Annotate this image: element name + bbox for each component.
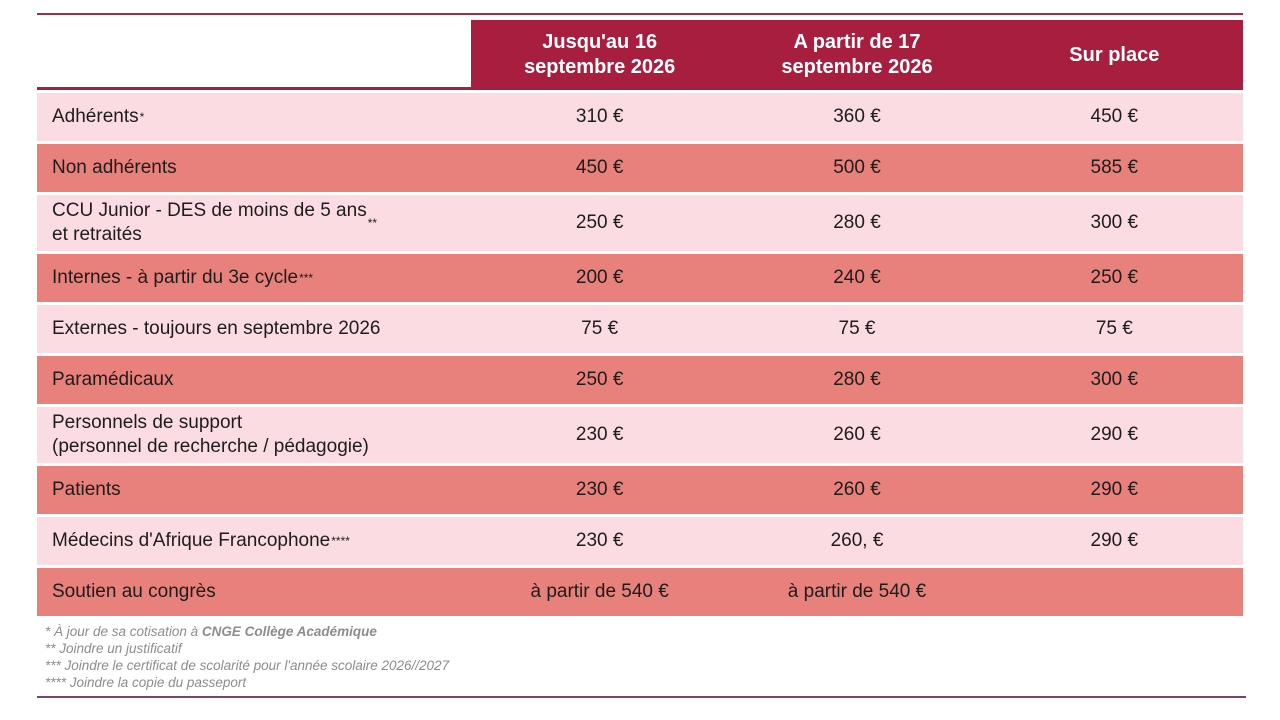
column-header-onsite: Sur place — [1069, 43, 1160, 66]
footnote-text: **** Joindre la copie du passeport — [45, 675, 247, 690]
row-label-text: Externes - toujours en septembre 2026 — [52, 317, 381, 339]
header-empty-cell — [37, 20, 471, 90]
row-label-text: Paramédicaux — [52, 368, 174, 390]
price-cell: 230 € — [575, 478, 624, 500]
table-row: Patients 230 € 260 € 290 € — [37, 465, 1243, 514]
table-row: Paramédicaux 250 € 280 € 300 € — [37, 355, 1243, 404]
price-cell: 260 € — [833, 478, 881, 500]
footnote-line: **** Joindre la copie du passeport — [45, 674, 449, 691]
pricing-table: Jusqu'au 16 septembre 2026 A partir de 1… — [37, 20, 1243, 619]
row-label-text: Personnels de support (personnel de rech… — [52, 411, 369, 457]
price-cell: 250 € — [575, 368, 624, 390]
table-row: Adhérents * 310 € 360 € 450 € — [37, 93, 1243, 141]
row-label-text: Adhérents — [52, 106, 139, 128]
footnote-text: *** Joindre le certificat de scolarité p… — [45, 658, 450, 673]
table-row: CCU Junior - DES de moins de 5 ans et re… — [37, 195, 1243, 251]
row-label: Adhérents * — [52, 106, 145, 128]
price-cell: 280 € — [833, 211, 881, 233]
price-cell — [986, 568, 1243, 616]
row-label-text: Médecins d'Afrique Francophone — [52, 529, 331, 551]
row-label: Non adhérents — [37, 144, 471, 192]
footnote-line: ** Joindre un justificatif — [45, 640, 449, 657]
price-cell: 260 € — [833, 423, 881, 445]
price-cell: 75 € — [1095, 317, 1133, 339]
footnote-line: *** Joindre le certificat de scolarité p… — [45, 657, 449, 674]
row-label-text: Soutien au congrès — [52, 580, 216, 602]
header-columns: Jusqu'au 16 septembre 2026 A partir de 1… — [471, 20, 1243, 90]
table-header-row: Jusqu'au 16 septembre 2026 A partir de 1… — [37, 20, 1243, 90]
row-label: CCU Junior - DES de moins de 5 ans et re… — [52, 200, 378, 245]
row-label-text: Non adhérents — [52, 157, 177, 179]
price-cell: 450 € — [1090, 106, 1139, 127]
table-row: Internes - à partir du 3e cycle *** 200 €… — [37, 253, 1243, 302]
row-label-text: Patients — [52, 478, 121, 500]
footnote-text: ** Joindre un justificatif — [45, 641, 182, 656]
table-row: Personnels de support (personnel de rech… — [37, 406, 1243, 463]
footnote-text: * À jour de sa cotisation à — [45, 624, 202, 639]
price-cell: 250 € — [1090, 266, 1139, 288]
price-cell: 280 € — [833, 368, 881, 390]
price-cell: 230 € — [575, 529, 624, 551]
price-cell: 230 € — [575, 423, 624, 445]
price-cell: 500 € — [833, 157, 881, 178]
row-label: Patients — [37, 466, 471, 514]
footnote-bold-text: CNGE Collège Académique — [201, 624, 377, 639]
price-cell: 75 € — [838, 317, 876, 339]
price-cell: 310 € — [575, 106, 624, 127]
price-cell: 585 € — [1090, 157, 1139, 178]
price-cell: 300 € — [1090, 368, 1139, 390]
table-row: Soutien au congrès à partir de 540 € à p… — [37, 567, 1243, 616]
row-label: Médecins d'Afrique Francophone **** — [52, 529, 350, 551]
price-cell: 360 € — [833, 106, 881, 127]
price-cell: 290 € — [1090, 478, 1139, 500]
price-cell: 75 € — [581, 317, 619, 339]
bottom-rule — [37, 696, 1246, 698]
footnotes: * À jour de sa cotisation à CNGE Collège… — [45, 623, 449, 691]
row-label: Paramédicaux — [37, 356, 471, 404]
row-label: Externes - toujours en septembre 2026 — [37, 305, 471, 353]
price-cell: 450 € — [575, 157, 624, 178]
column-header-early: Jusqu'au 16 septembre 2026 — [524, 31, 676, 78]
top-rule — [37, 13, 1243, 15]
price-cell: 250 € — [575, 211, 624, 233]
price-cell: 200 € — [575, 266, 624, 288]
price-cell: 240 € — [833, 266, 881, 288]
price-cell: 290 € — [1090, 529, 1139, 551]
table-row: Médecins d'Afrique Francophone **** 230 €… — [37, 516, 1243, 565]
row-label-text: CCU Junior - DES de moins de 5 ans et re… — [52, 200, 367, 245]
price-cell: 300 € — [1090, 211, 1139, 233]
price-cell: à partir de 540 € — [787, 580, 927, 602]
row-label-text: Internes - à partir du 3e cycle — [52, 266, 299, 288]
table-row: Externes - toujours en septembre 2026 75… — [37, 304, 1243, 353]
price-cell: à partir de 540 € — [530, 580, 669, 602]
footnote-line: * À jour de sa cotisation à CNGE Collège… — [45, 623, 449, 640]
column-header-late: A partir de 17 septembre 2026 — [781, 31, 933, 78]
table-row: Non adhérents 450 € 500 € 585 € — [37, 144, 1243, 192]
price-cell: 260, € — [830, 529, 884, 551]
row-label: Personnels de support (personnel de rech… — [37, 407, 471, 463]
price-cell: 290 € — [1090, 423, 1139, 445]
row-label: Soutien au congrès — [37, 568, 471, 616]
row-label: Internes - à partir du 3e cycle *** — [52, 266, 314, 288]
